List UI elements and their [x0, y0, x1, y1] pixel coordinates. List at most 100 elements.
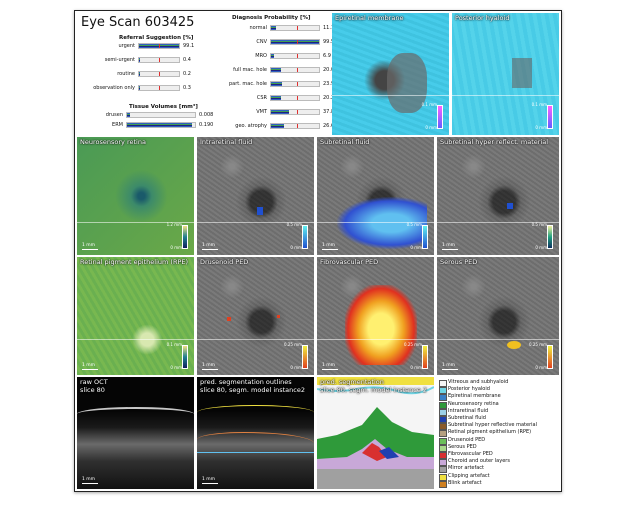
row-label: MRO — [255, 53, 267, 59]
report-title: Eye Scan 603425 — [81, 15, 195, 30]
row-label: full mac. hole — [233, 67, 267, 73]
bar-fill — [127, 113, 131, 117]
legend-swatch — [439, 408, 447, 416]
panel-seg-map: pred. segmentation slice 80, segm. model… — [317, 377, 434, 489]
bar-fill — [271, 26, 277, 30]
row-label: urgent — [118, 43, 135, 49]
panel-raw-oct: raw OCT slice 80 1 mm — [77, 377, 194, 489]
row-value: 23.9 — [323, 81, 335, 87]
probability-bar — [138, 85, 180, 91]
row-value: 11.1 — [323, 25, 335, 31]
panel-drusenoid: Drusenoid PED 1 mm 0.25 mm 0 mm — [197, 257, 314, 375]
bar-fill — [271, 54, 275, 58]
row-value: 37.8 — [323, 109, 335, 115]
row-label: routine — [117, 71, 135, 77]
row-label: drusen — [105, 112, 123, 118]
volumes-heading: Tissue Volumes [mm³] — [129, 104, 198, 110]
legend-swatch — [439, 430, 447, 438]
legend-swatch — [439, 459, 447, 467]
panel-seg-outlines: pred. segmentation outlines slice 80, se… — [197, 377, 314, 489]
summary-section: Eye Scan 603425 Referral Suggestion [%] … — [77, 13, 334, 139]
panel-subretinal: Subretinal fluid 1 mm 0.5 mm 0 mm — [317, 137, 434, 255]
bar-fill — [139, 44, 179, 48]
probability-bar — [270, 39, 320, 45]
probability-bar — [270, 81, 320, 87]
panel-epiretinal: Epiretinal membrane 0.1 mm 0 mm — [332, 13, 449, 135]
bar-fill — [271, 40, 319, 44]
colorbar — [547, 345, 553, 369]
legend-swatch — [439, 480, 447, 488]
segmentation-map — [317, 377, 434, 489]
row-value: 20.0 — [323, 67, 335, 73]
probability-bar — [270, 53, 320, 59]
panel-hyper-reflective: Subretinal hyper reflect. material 1 mm … — [437, 137, 559, 255]
bar-fill — [271, 96, 281, 100]
bar-fill — [271, 124, 284, 128]
referral-heading: Referral Suggestion [%] — [119, 35, 194, 41]
bar-fill — [139, 86, 140, 90]
legend-swatch — [439, 401, 447, 409]
legend-swatch — [439, 387, 447, 395]
row-label: geo. atrophy — [235, 123, 267, 129]
colorbar — [302, 225, 308, 249]
panel-rpe: Retinal pigment epithelium (RPE) 1 mm 0.… — [77, 257, 194, 375]
colorbar — [437, 105, 443, 129]
row-label: part. mac. hole — [229, 81, 267, 87]
bar-fill — [139, 58, 140, 62]
row-value: 20.2 — [323, 95, 335, 101]
legend-swatch — [439, 380, 447, 387]
colorbar — [547, 225, 553, 249]
row-label: CNV — [256, 39, 267, 45]
panel-intraretinal: Intraretinal fluid 1 mm 0.5 mm 0 mm — [197, 137, 314, 255]
legend-swatch — [439, 416, 447, 423]
legend-swatch — [439, 437, 447, 445]
row-value: 0.2 — [183, 71, 191, 77]
row-value: 0.4 — [183, 57, 191, 63]
row-value: 0.190 — [199, 122, 214, 128]
probability-bar — [270, 67, 320, 73]
colorbar — [302, 345, 308, 369]
bar-fill — [139, 72, 140, 76]
probability-bar — [270, 123, 320, 129]
legend-swatch — [439, 394, 447, 402]
probability-bar — [138, 43, 180, 49]
row-label: observation only — [93, 85, 135, 91]
legend-swatch — [439, 444, 447, 452]
row-label: ERM — [112, 122, 123, 128]
row-value: 6.9 — [323, 53, 331, 59]
legend-swatch — [439, 466, 447, 474]
bar-fill — [271, 110, 290, 114]
colorbar — [547, 105, 553, 129]
probability-bar — [138, 57, 180, 63]
row-label: VMT — [256, 109, 267, 115]
probability-bar — [126, 112, 196, 118]
colorbar — [182, 345, 188, 369]
row-label: CSR — [256, 95, 267, 101]
row-value: 26.6 — [323, 123, 335, 129]
bar-fill — [271, 68, 281, 72]
legend-swatch — [439, 473, 447, 481]
row-value: 99.5 — [323, 39, 335, 45]
row-value: 0.008 — [199, 112, 214, 118]
colorbar — [422, 345, 428, 369]
panel-serous: Serous PED 1 mm 0.25 mm 0 mm — [437, 257, 559, 375]
report-frame: Eye Scan 603425 Referral Suggestion [%] … — [74, 10, 562, 492]
panel-title: Posterior hyaloid — [455, 14, 510, 22]
bar-fill — [127, 123, 192, 127]
panel-posterior-hyaloid: Posterior hyaloid 0.1 mm 0 mm — [452, 13, 559, 135]
legend-swatch — [439, 423, 447, 431]
row-label: semi-urgent — [104, 57, 135, 63]
colorbar — [422, 225, 428, 249]
row-label: normal — [249, 25, 267, 31]
segmentation-legend: Vitreous and subhyaloid Posterior hyaloid… — [439, 379, 559, 489]
probability-bar — [138, 71, 180, 77]
panel-title: Epiretinal membrane — [335, 14, 404, 22]
row-value: 0.3 — [183, 85, 191, 91]
panel-fibrovascular: Fibrovascular PED 1 mm 0.25 mm 0 mm — [317, 257, 434, 375]
panel-neurosensory: Neurosensory retina 1 mm 1.2 mm 0 mm — [77, 137, 194, 255]
probability-bar — [270, 95, 320, 101]
probability-bar — [270, 109, 320, 115]
probability-bar — [270, 25, 320, 31]
row-value: 99.1 — [183, 43, 195, 49]
legend-swatch — [439, 452, 447, 459]
